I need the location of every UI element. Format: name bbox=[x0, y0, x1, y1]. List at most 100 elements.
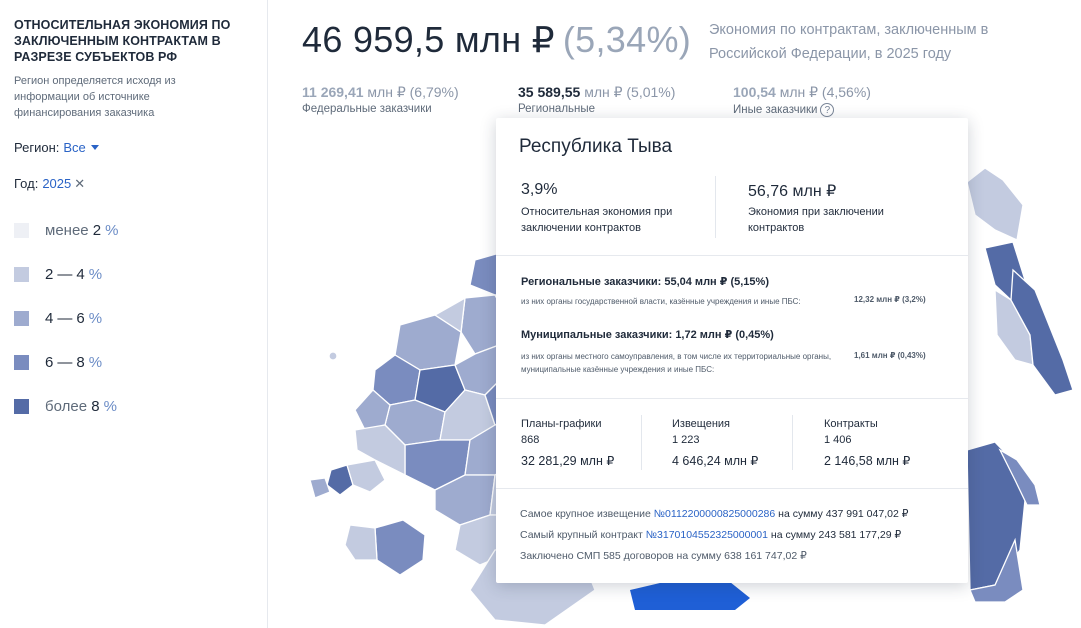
plans-sum: 32 281,29 млн ₽ bbox=[521, 454, 615, 468]
divider bbox=[496, 488, 968, 489]
map-region[interactable] bbox=[966, 167, 1024, 241]
legend-to: 6 bbox=[76, 309, 85, 327]
year-label: Год: bbox=[14, 176, 39, 191]
regional-stat: 35 589,55 млн ₽ (5,01%) bbox=[518, 84, 675, 101]
legend-pct: % bbox=[103, 397, 117, 415]
plans-count: 868 bbox=[521, 434, 540, 446]
map-region[interactable] bbox=[374, 519, 426, 576]
municipal-customers-detail-value: 1,61 млн ₽ (0,43%) bbox=[854, 351, 926, 360]
legend-pct: % bbox=[105, 221, 119, 239]
legend-value: 2 bbox=[92, 221, 102, 239]
largest-contract-suffix: на сумму 243 581 177,29 ₽ bbox=[770, 529, 902, 541]
federal-stat: 11 269,41 млн ₽ (6,79%) bbox=[302, 84, 459, 101]
relative-savings-value: 3,9% bbox=[521, 181, 558, 198]
map-region[interactable] bbox=[354, 389, 391, 431]
legend-value: 8 bbox=[91, 397, 100, 415]
legend-swatch bbox=[14, 398, 29, 414]
clear-year-icon[interactable]: ✕ bbox=[74, 176, 86, 191]
divider bbox=[792, 415, 793, 470]
eastern-regions bbox=[966, 167, 1074, 603]
region-dropdown[interactable]: Все bbox=[63, 140, 99, 155]
year-filter: Год: 2025 ✕ bbox=[14, 176, 85, 192]
region-filter: Регион: Все bbox=[14, 140, 99, 155]
chevron-down-icon bbox=[90, 145, 99, 151]
region-tooltip: Республика Тыва 3,9% Относительная эконо… bbox=[496, 118, 968, 583]
legend-prefix: менее bbox=[45, 221, 89, 239]
legend-pct: % bbox=[88, 265, 103, 283]
legend-from: 4 bbox=[45, 309, 54, 327]
largest-notice-suffix: на сумму 437 991 047,02 ₽ bbox=[778, 508, 909, 520]
filter-sidebar: ОТНОСИТЕЛЬНАЯ ЭКОНОМИЯ ПО ЗАКЛЮЧЕННЫМ КО… bbox=[0, 0, 268, 628]
notices-sum: 4 646,24 млн ₽ bbox=[672, 454, 759, 468]
header-description: Экономия по контрактам, заключенным в Ро… bbox=[709, 22, 989, 62]
stat-rest: млн ₽ (5,01%) bbox=[584, 84, 676, 100]
legend-dash: — bbox=[57, 309, 73, 327]
absolute-savings-caption: Экономия при заключении контрактов bbox=[748, 206, 884, 234]
help-icon[interactable]: ? bbox=[820, 103, 835, 117]
total-amount: 46 959,5 млн ₽ bbox=[302, 19, 555, 60]
stat-amount: 100,54 bbox=[733, 84, 776, 100]
municipal-customers-detail: из них органы местного самоуправления, в… bbox=[521, 352, 832, 374]
map-region[interactable] bbox=[309, 477, 331, 499]
stat-amount: 35 589,55 bbox=[518, 84, 581, 100]
map-region[interactable] bbox=[346, 459, 386, 493]
year-value[interactable]: 2025 bbox=[42, 176, 72, 191]
legend-pct: % bbox=[88, 353, 103, 371]
legend-item-4-6: 4—6% bbox=[14, 308, 102, 328]
municipal-customers: Муниципальные заказчики: 1,72 млн ₽ (0,4… bbox=[521, 329, 774, 341]
map-region[interactable] bbox=[998, 448, 1041, 506]
legend-swatch bbox=[14, 222, 29, 238]
legend-swatch bbox=[14, 266, 29, 282]
regional-stat-label: Региональные bbox=[518, 103, 596, 115]
total-savings: 46 959,5 млн ₽ (5,34%) bbox=[302, 19, 691, 61]
largest-contract-link[interactable]: №3170104552325000001 bbox=[645, 529, 768, 541]
plans-label: Планы-графики bbox=[521, 418, 602, 430]
tooltip-region-name: Республика Тыва bbox=[519, 136, 673, 157]
stat-amount: 11 269,41 bbox=[302, 84, 364, 100]
stat-label-text: Иные заказчики bbox=[733, 104, 818, 117]
absolute-savings-value: 56,76 млн ₽ bbox=[748, 183, 837, 200]
total-percent: (5,34%) bbox=[562, 19, 692, 60]
map-region[interactable] bbox=[354, 424, 406, 477]
regional-customers-detail: из них органы государственной власти, ка… bbox=[521, 297, 801, 306]
largest-contract-prefix: Самый крупный контракт bbox=[520, 529, 643, 541]
smp-contracts: Заключено СМП 585 договоров на сумму 638… bbox=[520, 550, 807, 562]
divider bbox=[496, 255, 968, 256]
legend-from: 6 bbox=[45, 353, 54, 371]
legend-swatch bbox=[14, 354, 29, 370]
panel-title: ОТНОСИТЕЛЬНАЯ ЭКОНОМИЯ ПО ЗАКЛЮЧЕННЫМ КО… bbox=[14, 18, 231, 64]
contracts-count: 1 406 bbox=[824, 434, 852, 446]
notices-label: Извещения bbox=[672, 418, 731, 430]
largest-notice-prefix: Самое крупное извещение bbox=[520, 508, 651, 520]
divider bbox=[715, 176, 716, 238]
other-stat: 100,54 млн ₽ (4,56%) bbox=[733, 84, 871, 101]
legend-to: 4 bbox=[76, 265, 85, 283]
legend-item-2-4: 2—4% bbox=[14, 264, 102, 284]
map-region[interactable] bbox=[433, 296, 466, 334]
legend-item-6-8: 6—8% bbox=[14, 352, 102, 372]
map-region[interactable] bbox=[344, 524, 378, 561]
legend-from: 2 bbox=[45, 265, 54, 283]
divider bbox=[496, 398, 968, 399]
map-region[interactable] bbox=[326, 464, 354, 496]
map-region[interactable] bbox=[328, 351, 338, 361]
panel-subtitle: Регион определяется исходя из информации… bbox=[14, 75, 176, 119]
map-region[interactable] bbox=[969, 537, 1024, 603]
other-stat-label: Иные заказчики? bbox=[733, 103, 835, 117]
largest-notice-link[interactable]: №0112200000825000286 bbox=[653, 508, 776, 520]
stat-rest: млн ₽ (4,56%) bbox=[779, 84, 871, 100]
legend-item-over-8: более 8% bbox=[14, 396, 117, 416]
map-region[interactable] bbox=[1010, 268, 1074, 396]
largest-contract: Самый крупный контракт №3170104552325000… bbox=[520, 529, 901, 541]
legend-pct: % bbox=[88, 309, 103, 327]
largest-notice: Самое крупное извещение №011220000082500… bbox=[520, 508, 908, 520]
legend-item-under-2: менее 2% bbox=[14, 220, 118, 240]
legend-dash: — bbox=[57, 265, 73, 283]
relative-savings-caption: Относительная экономия при заключении ко… bbox=[521, 206, 673, 234]
region-label: Регион: bbox=[14, 140, 60, 155]
legend-swatch bbox=[14, 310, 29, 326]
regional-customers-detail-value: 12,32 млн ₽ (3,2%) bbox=[854, 295, 926, 304]
regional-customers: Региональные заказчики: 55,04 млн ₽ (5,1… bbox=[521, 276, 769, 288]
legend-dash: — bbox=[57, 353, 73, 371]
notices-count: 1 223 bbox=[672, 434, 700, 446]
